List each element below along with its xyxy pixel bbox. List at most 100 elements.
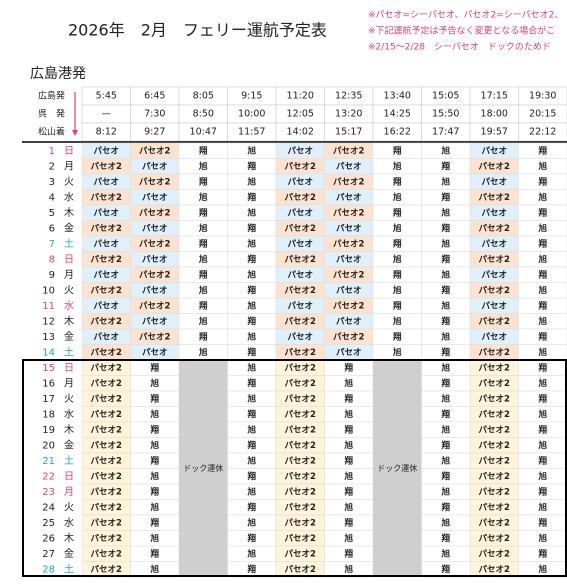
ship: 旭	[392, 316, 402, 327]
ship: パセオ2	[333, 269, 365, 280]
ship: パセオ2	[139, 145, 171, 156]
ship: 旭	[343, 564, 353, 575]
day: 17	[42, 394, 55, 405]
ship: パセオ2	[91, 548, 123, 559]
ship: パセオ2	[333, 207, 365, 218]
day: 20	[42, 440, 55, 451]
dock-label: ドック運休	[183, 463, 223, 473]
ship: 翔	[247, 316, 256, 327]
day: 15	[42, 363, 55, 374]
ship: 翔	[393, 207, 402, 218]
ship: パセオ2	[285, 192, 317, 203]
ship: パセオ	[481, 238, 507, 249]
day: 12	[42, 316, 55, 327]
ship: 翔	[150, 393, 159, 404]
ship: 旭	[198, 161, 208, 172]
ship: 翔	[344, 455, 353, 466]
ship: パセオ2	[479, 440, 511, 451]
ship: パセオ2	[91, 347, 123, 358]
ship: パセオ2	[285, 517, 317, 528]
ship: パセオ2	[91, 362, 123, 373]
ship: 翔	[247, 161, 256, 172]
weekday: 水	[64, 300, 74, 312]
ship: パセオ2	[285, 502, 317, 513]
time: 11:20	[287, 91, 314, 102]
ship: 翔	[150, 455, 159, 466]
ship: 翔	[247, 378, 256, 389]
ship: パセオ2	[91, 486, 123, 497]
time: 13:40	[384, 91, 411, 102]
ship: 翔	[441, 440, 450, 451]
dock-cell	[179, 360, 228, 577]
ship: 旭	[343, 502, 353, 513]
time: 5:45	[96, 91, 117, 102]
time: 8:50	[193, 109, 214, 120]
weekday: 土	[64, 454, 74, 467]
ship: 翔	[538, 517, 547, 528]
ship: パセオ2	[91, 471, 123, 482]
day: 8	[49, 254, 55, 265]
ship: 翔	[441, 471, 450, 482]
time: 19:30	[529, 91, 556, 102]
ship: 翔	[538, 238, 547, 249]
day: 9	[49, 270, 55, 281]
row-label: 呉 発	[38, 108, 65, 120]
time: 14:25	[384, 109, 411, 120]
ship: 翔	[247, 440, 256, 451]
ship: 翔	[199, 300, 208, 311]
ship: 旭	[537, 533, 547, 544]
time: 18:00	[481, 109, 508, 120]
ship: パセオ2	[333, 145, 365, 156]
ship: パセオ2	[91, 455, 123, 466]
ship: パセオ2	[285, 486, 317, 497]
ship: 旭	[246, 238, 256, 249]
ship: 翔	[344, 548, 353, 559]
ship: パセオ2	[285, 161, 317, 172]
time: 15:17	[335, 127, 362, 138]
ship: パセオ2	[285, 347, 317, 358]
ship: パセオ	[287, 145, 313, 156]
ship: パセオ2	[285, 285, 317, 296]
ship: パセオ2	[479, 564, 511, 575]
ship: 旭	[246, 362, 256, 373]
ship: 旭	[440, 517, 450, 528]
arrow-head	[72, 130, 78, 136]
time: 9:27	[144, 127, 165, 138]
ship: パセオ2	[285, 471, 317, 482]
note: ※2/15～2/28 シーパセオ ドックのためド	[368, 42, 551, 53]
ship: パセオ2	[479, 378, 511, 389]
ship: 旭	[343, 378, 353, 389]
ship: パセオ2	[479, 548, 511, 559]
ship: 翔	[150, 362, 159, 373]
weekday: 水	[64, 517, 74, 529]
ship: 旭	[246, 486, 256, 497]
ship: 旭	[537, 564, 547, 575]
header-cell	[518, 122, 567, 142]
time: 15:50	[432, 109, 459, 120]
ship: パセオ	[93, 207, 119, 218]
weekday: 月	[64, 160, 74, 172]
ship: 翔	[150, 548, 159, 559]
ship: パセオ	[336, 192, 362, 203]
ship: 翔	[247, 409, 256, 420]
ship: 旭	[440, 455, 450, 466]
ship: パセオ	[142, 285, 168, 296]
ship: パセオ	[287, 238, 313, 249]
ship: パセオ	[336, 161, 362, 172]
time: 10:47	[190, 127, 217, 138]
ship: 旭	[392, 223, 402, 234]
ship: パセオ2	[285, 378, 317, 389]
ship: 旭	[246, 393, 256, 404]
ship: パセオ2	[479, 471, 511, 482]
ship: パセオ	[93, 300, 119, 311]
day: 7	[49, 239, 55, 250]
ship: 翔	[441, 409, 450, 420]
day: 25	[42, 518, 55, 529]
ship: 旭	[537, 254, 547, 265]
ship: 旭	[149, 564, 159, 575]
ship: 旭	[149, 440, 159, 451]
time: 16:22	[384, 127, 411, 138]
ship: 翔	[247, 471, 256, 482]
ship: パセオ2	[479, 285, 511, 296]
